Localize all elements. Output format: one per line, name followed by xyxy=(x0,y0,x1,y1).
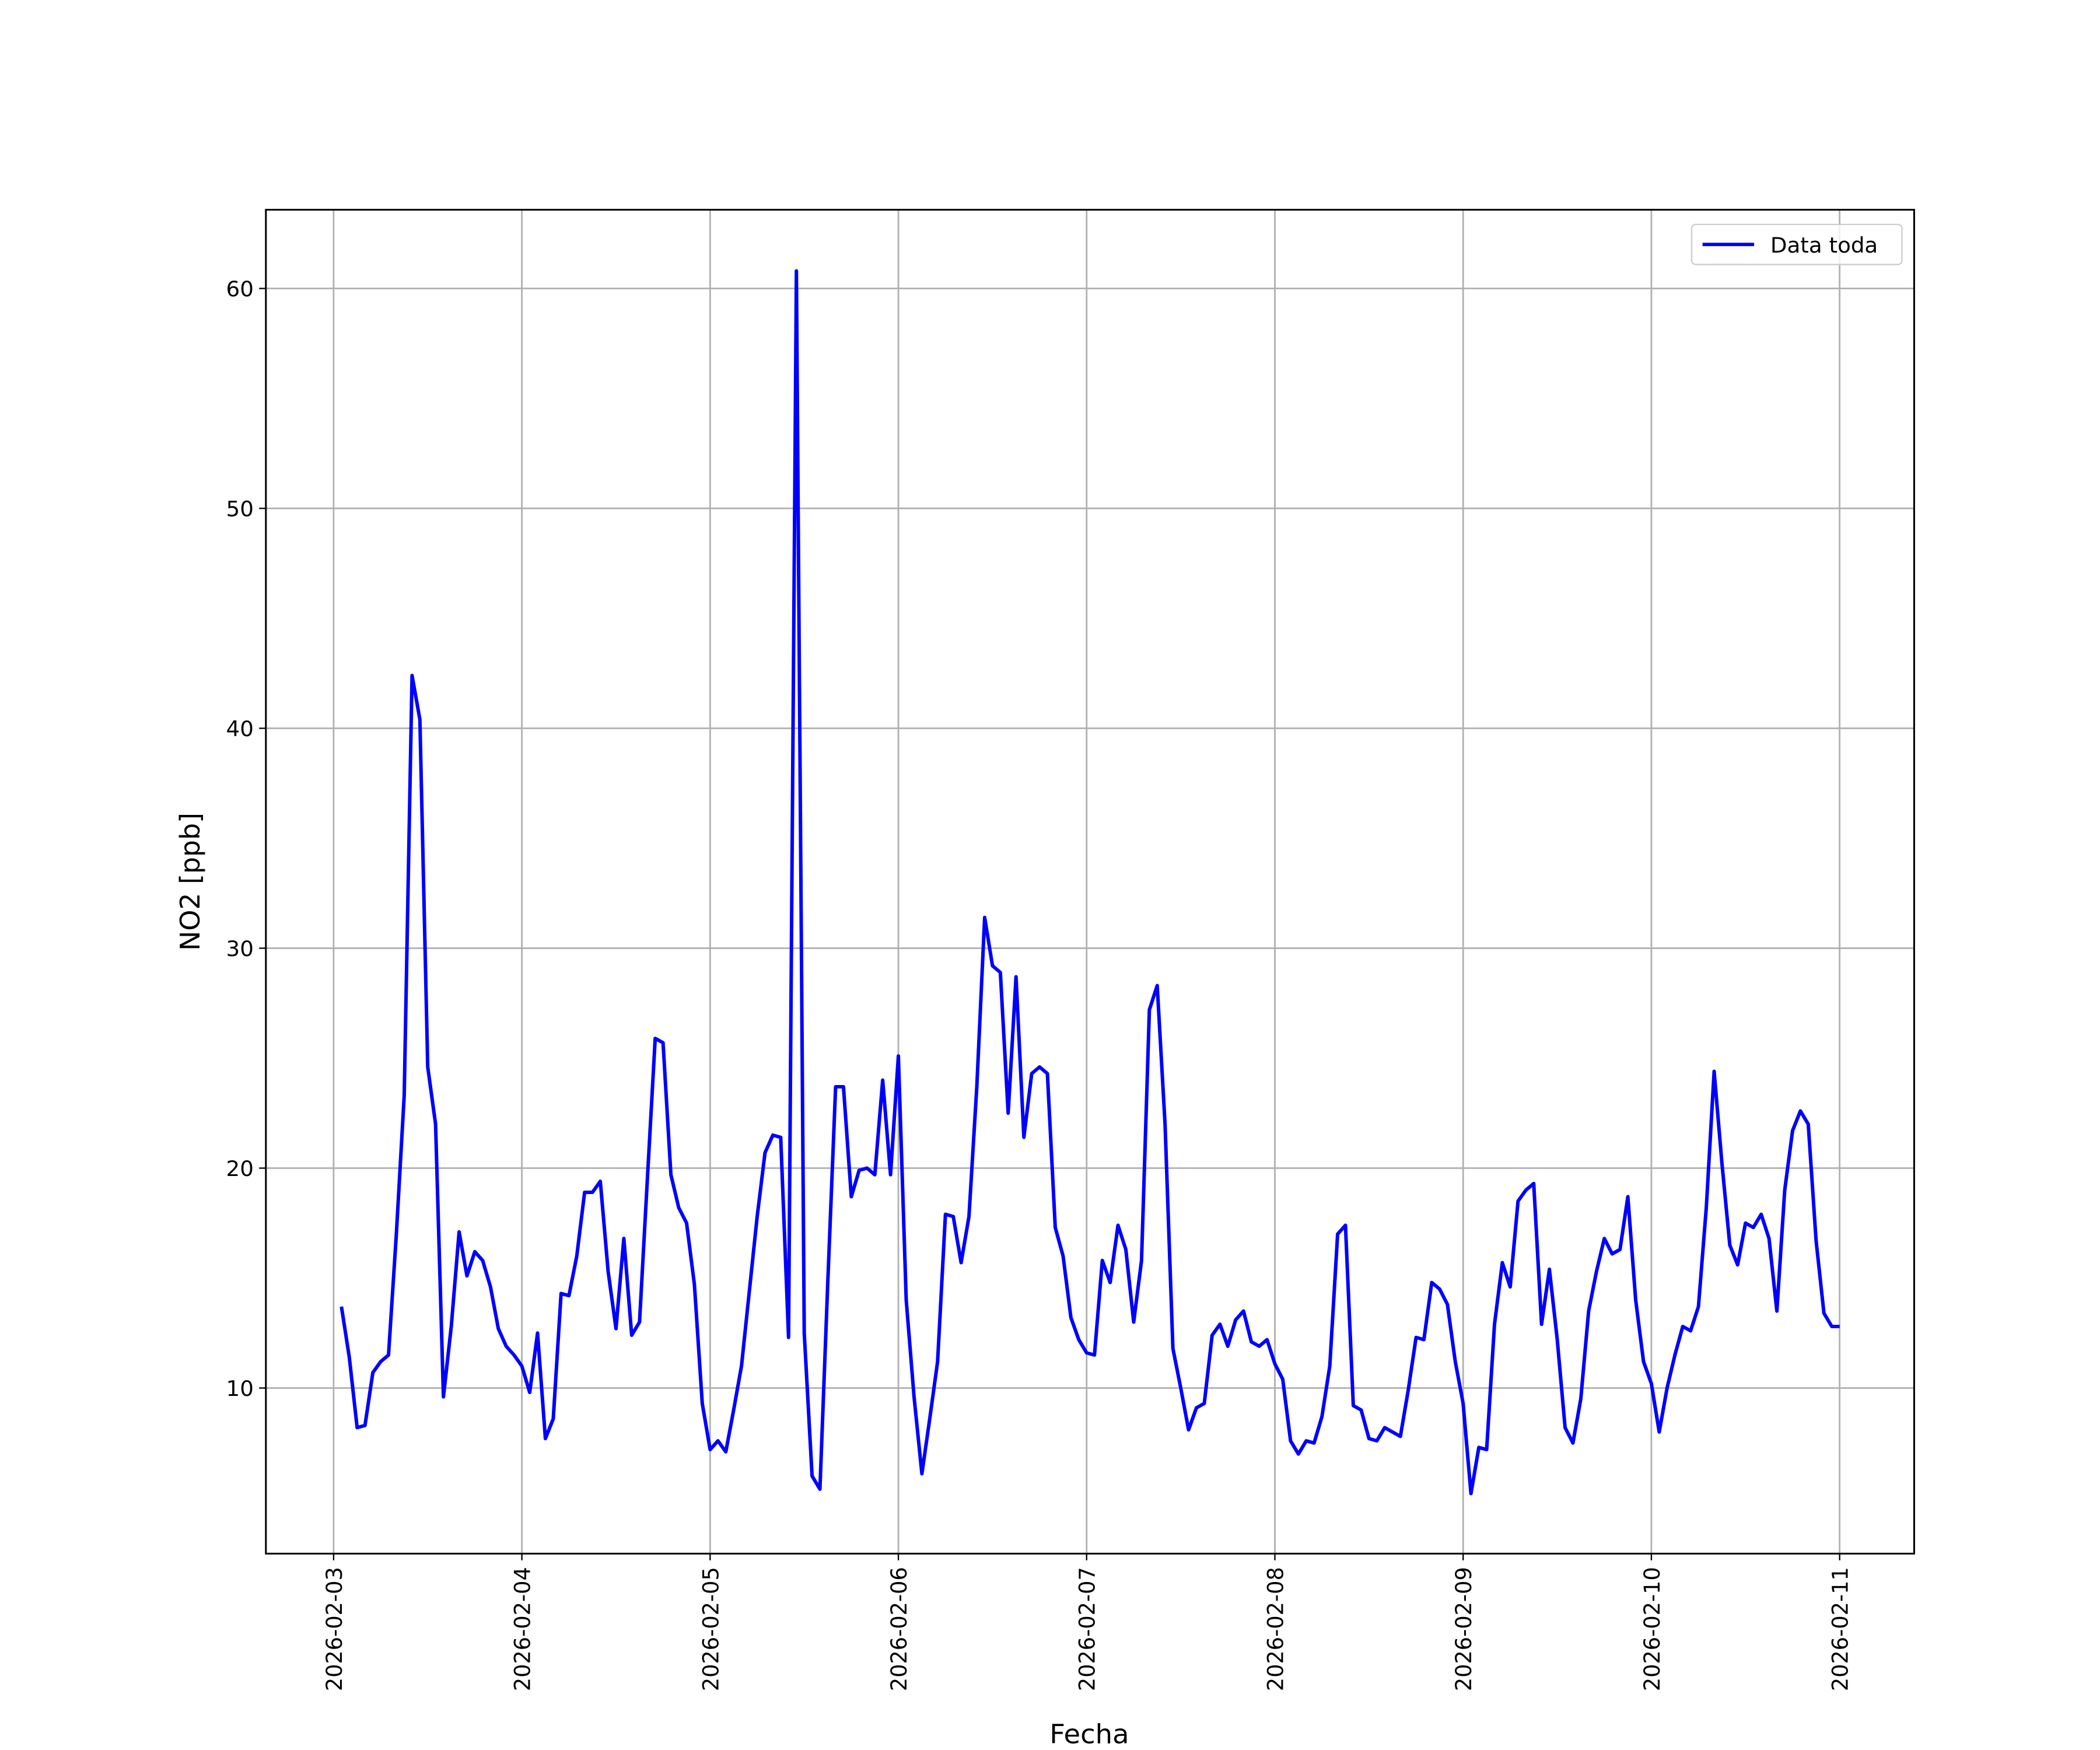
legend-box xyxy=(1690,223,1903,265)
y-axis-label: NO2 [ppb] xyxy=(174,813,206,951)
y-tick-label: 40 xyxy=(226,716,254,741)
x-axis-label: Fecha xyxy=(1049,1718,1129,1750)
y-tick-label: 60 xyxy=(226,277,254,302)
x-tick-label: 2026-02-11 xyxy=(1828,1567,1853,1691)
x-tick-label: 2026-02-09 xyxy=(1451,1567,1476,1691)
y-tick-label: 30 xyxy=(226,936,254,961)
x-tick-label: 2026-02-10 xyxy=(1640,1567,1665,1691)
x-tick-label: 2026-02-06 xyxy=(887,1567,912,1691)
x-tick-label: 2026-02-08 xyxy=(1263,1567,1288,1691)
data-line xyxy=(340,269,1840,1496)
plot-frame xyxy=(265,209,1915,1555)
x-tick-label: 2026-02-03 xyxy=(322,1567,347,1691)
y-tick-label: 20 xyxy=(226,1156,254,1181)
x-tick-label: 2026-02-05 xyxy=(698,1567,723,1691)
y-tick-label: 50 xyxy=(226,497,254,522)
x-tick-label: 2026-02-07 xyxy=(1074,1567,1100,1691)
y-tick-label: 10 xyxy=(226,1376,254,1401)
x-tick-label: 2026-02-04 xyxy=(510,1567,535,1691)
plot-area xyxy=(340,269,1840,1496)
legend-label: Data toda xyxy=(1770,233,1878,258)
